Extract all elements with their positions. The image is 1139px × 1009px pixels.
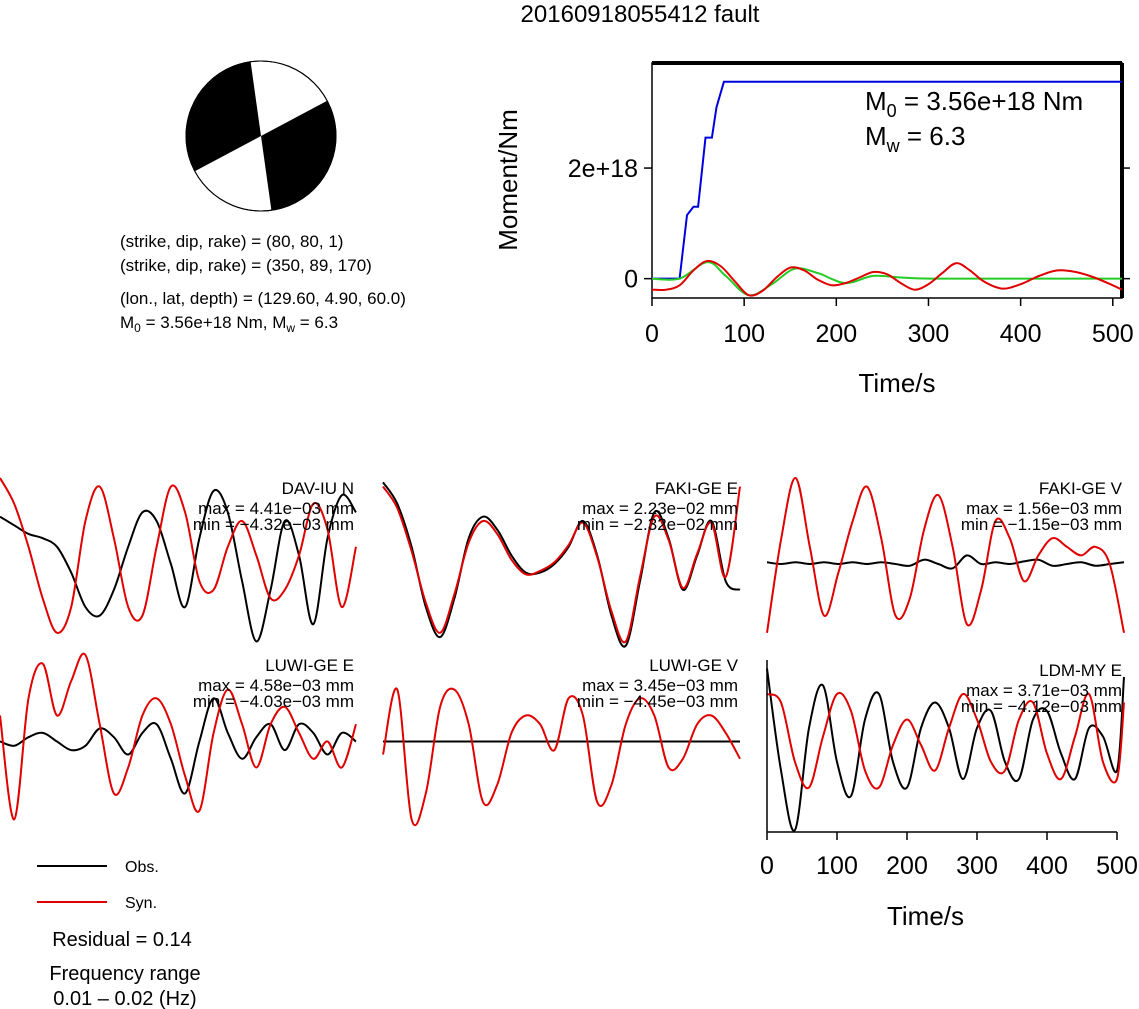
y-tick-label: 0 [624, 266, 638, 294]
station-label: LUWI-GE E [265, 656, 354, 675]
synthetic-waveform [0, 652, 357, 821]
beachball-compressional-quadrant [261, 100, 336, 211]
moment-panel: 0 100 200 300 400 500 0 2e+18 Time/s Moment/Nm [493, 61, 1134, 398]
x-axis-label: Time/s [858, 368, 935, 398]
frequency-range-label: Frequency range [49, 963, 200, 985]
x-tick-label: 500 [1092, 320, 1134, 348]
synthetic-waveform [382, 687, 741, 827]
max-amplitude-label: max = 2.23e−02 mm [582, 499, 738, 518]
synthetic-waveform [766, 692, 1125, 790]
min-amplitude-label: min = −1.15e−03 mm [961, 515, 1122, 534]
figure-title: 20160918055412 fault [521, 1, 760, 28]
residual-text: Residual = 0.14 [52, 929, 192, 951]
x-tick-label: 100 [723, 320, 765, 348]
synthetic-moment-rate-line [651, 259, 1123, 297]
observed-waveform [766, 554, 1125, 570]
x-tick-label: 200 [815, 320, 857, 348]
beachball-diagram [185, 60, 337, 212]
x-axis-label: Time/s [887, 901, 964, 931]
min-amplitude-label: min = −4.12e−03 mm [961, 697, 1122, 716]
x-tick-label: 200 [886, 852, 928, 880]
station-label: LUWI-GE V [649, 656, 738, 675]
frequency-range-value: 0.01 – 0.02 (Hz) [53, 988, 196, 1009]
observed-waveform [0, 697, 357, 795]
m0-annotation: M0 = 3.56e+18 Nm [865, 86, 1083, 121]
synthetic-waveform [382, 486, 741, 644]
observed-waveform [766, 668, 1125, 832]
x-tick-label: 0 [760, 852, 774, 880]
mw-annotation: Mw = 6.3 [865, 121, 965, 156]
mechanism-plane2: (strike, dip, rake) = (350, 89, 170) [120, 256, 372, 275]
mechanism-plane1: (strike, dip, rake) = (80, 80, 1) [120, 232, 343, 251]
max-amplitude-label: max = 3.45e−03 mm [582, 676, 738, 695]
legend-syn-label: Syn. [125, 895, 157, 912]
station-label: DAV-IU N [282, 479, 354, 498]
min-amplitude-label: min = −4.45e−03 mm [577, 692, 738, 711]
station-label: FAKI-GE V [1039, 479, 1123, 498]
station-label: FAKI-GE E [655, 479, 738, 498]
source-time-function-line [651, 261, 1122, 297]
synthetic-waveform [0, 477, 357, 634]
max-amplitude-label: max = 4.41e−03 mm [198, 499, 354, 518]
y-tick-label: 2e+18 [568, 155, 638, 183]
min-amplitude-label: min = −4.32e−03 mm [193, 515, 354, 534]
y-axis-label: Moment/Nm [493, 109, 523, 251]
x-tick-label: 300 [956, 852, 998, 880]
min-amplitude-label: min = −4.03e−03 mm [193, 692, 354, 711]
x-tick-label: 0 [645, 320, 659, 348]
mechanism-location: (lon., lat, depth) = (129.60, 4.90, 60.0… [120, 289, 406, 308]
beachball-outline [185, 60, 337, 212]
cumulative-moment-line [652, 80, 1122, 280]
min-amplitude-label: min = −2.32e−02 mm [577, 515, 738, 534]
x-tick-label: 300 [908, 320, 950, 348]
max-amplitude-label: max = 1.56e−03 mm [966, 499, 1122, 518]
max-amplitude-label: max = 4.58e−03 mm [198, 676, 354, 695]
beachball-compressional-quadrant [186, 61, 261, 172]
x-tick-label: 500 [1096, 852, 1138, 880]
x-tick-label: 400 [1000, 320, 1042, 348]
x-tick-label: 400 [1026, 852, 1068, 880]
synthetic-waveform [766, 476, 1125, 634]
x-tick-label: 100 [816, 852, 858, 880]
mechanism-moment: M0 = 3.56e+18 Nm, Mw = 6.3 [120, 313, 338, 335]
max-amplitude-label: max = 3.71e−03 mm [966, 681, 1122, 700]
legend-obs-label: Obs. [125, 859, 159, 876]
station-label: LDM-MY E [1039, 661, 1122, 680]
